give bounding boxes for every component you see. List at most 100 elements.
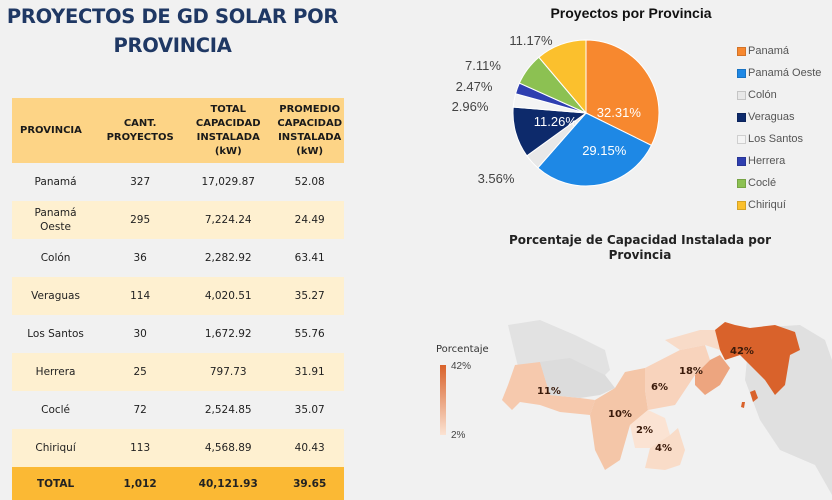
page-title-line-2: PROVINCIA xyxy=(113,34,232,57)
cell-promedio-capacidad: 40.43 xyxy=(275,429,344,467)
cell-provincia: Chiriquí xyxy=(12,429,100,467)
map-label-cocle: 6% xyxy=(651,382,668,393)
map-legend-title: Porcentaje xyxy=(436,344,489,355)
map-scale-min: 2% xyxy=(451,430,466,441)
header-promedio-capacidad: PROMEDIO CAPACIDAD INSTALADA (kW) xyxy=(275,98,344,163)
table-row: Veraguas 114 4,020.51 35.27 xyxy=(12,277,344,315)
region-los-santos xyxy=(645,428,685,470)
cell-promedio-capacidad: 52.08 xyxy=(275,163,344,201)
header-provincia: PROVINCIA xyxy=(12,98,100,163)
cell-cant-proyectos: 36 xyxy=(99,239,182,277)
region-herrera xyxy=(630,410,670,448)
legend-label: Veraguas xyxy=(748,111,795,123)
pie-data-label: 32.31% xyxy=(597,105,642,120)
legend-item: Chiriquí xyxy=(737,194,821,216)
pie-data-label: 11.26% xyxy=(534,114,578,129)
region-colon xyxy=(665,330,720,350)
cell-cant-proyectos: 114 xyxy=(99,277,182,315)
pie-data-label: 7.11% xyxy=(465,58,501,73)
cell-cant-proyectos: 295 xyxy=(99,201,182,239)
legend-label: Panamá xyxy=(748,45,789,57)
map-label-chiriqui: 11% xyxy=(537,386,561,397)
cell-total-capacidad: 4,568.89 xyxy=(181,429,276,467)
legend-label: Colón xyxy=(748,89,777,101)
cell-cant-proyectos: 72 xyxy=(99,391,182,429)
cell-promedio-capacidad: 35.27 xyxy=(275,277,344,315)
map-title: Porcentaje de Capacidad Instalada por Pr… xyxy=(508,233,771,262)
legend-item: Panamá Oeste xyxy=(737,62,821,84)
legend-item: Colón xyxy=(737,84,821,106)
region-chiriqui xyxy=(502,362,595,415)
map-label-los-santos: 4% xyxy=(655,443,672,454)
pie-legend: Panamá Panamá Oeste Colón Veraguas Los Santo… xyxy=(737,40,821,216)
cell-promedio-capacidad: 55.76 xyxy=(275,315,344,353)
header-cant-proyectos: CANT. PROYECTOS xyxy=(99,98,182,163)
region-panama-oeste xyxy=(695,355,730,395)
table-total-row: TOTAL 1,012 40,121.93 39.65 xyxy=(12,467,344,500)
pie-slice-chiriqu- xyxy=(538,39,587,115)
cell-provincia: Veraguas xyxy=(12,277,100,315)
legend-item: Coclé xyxy=(737,172,821,194)
legend-label: Panamá Oeste xyxy=(748,67,822,79)
legend-swatch xyxy=(737,156,746,166)
table-header-row: PROVINCIA CANT. PROYECTOS TOTAL CAPACIDAD I… xyxy=(12,98,344,163)
table-row: Colón 36 2,282.92 63.41 xyxy=(12,239,344,277)
cell-provincia: Colón xyxy=(12,239,100,277)
legend-swatch xyxy=(737,112,746,122)
map-label-veraguas: 10% xyxy=(608,409,632,420)
cell-provincia: Panamá Oeste xyxy=(12,201,100,239)
header-total-capacidad: TOTAL CAPACIDAD INSTALADA (kW) xyxy=(181,98,276,163)
cell-promedio-capacidad: 24.49 xyxy=(275,201,344,239)
region-bocas xyxy=(540,358,615,398)
map-scale-max: 42% xyxy=(451,361,472,372)
pie-data-label: 29.15% xyxy=(582,143,627,158)
cell-provincia: Los Santos xyxy=(12,315,100,353)
table-row: Coclé 72 2,524.85 35.07 xyxy=(12,391,344,429)
cell-total-capacidad: 7,224.24 xyxy=(181,201,276,239)
cell-total-capacidad: 797.73 xyxy=(181,353,276,391)
legend-item: Panamá xyxy=(737,40,821,62)
cell-total-capacidad: 2,282.92 xyxy=(181,239,276,277)
panama-choropleth-map: 42% 18% 11% 10% 6% 4% 2% xyxy=(502,320,832,495)
total-cell-cant-proyectos: 1,012 xyxy=(99,467,182,500)
legend-label: Coclé xyxy=(748,177,777,189)
cell-total-capacidad: 1,672.92 xyxy=(181,315,276,353)
cell-promedio-capacidad: 63.41 xyxy=(275,239,344,277)
pie-slice-panam-oeste xyxy=(537,112,653,187)
legend-item: Herrera xyxy=(737,150,821,172)
pie-chart: 32.31% 29.15% 3.56% 11.26% 2.96% 2.47% 7.11% 11… xyxy=(452,33,660,187)
legend-swatch xyxy=(737,90,746,100)
legend-label: Herrera xyxy=(748,155,786,167)
legend-item: Veraguas xyxy=(737,106,821,128)
legend-swatch xyxy=(737,46,746,56)
cell-cant-proyectos: 30 xyxy=(99,315,182,353)
cell-total-capacidad: 2,524.85 xyxy=(181,391,276,429)
total-cell-provincia: TOTAL xyxy=(12,467,100,500)
total-cell-total-capacidad: 40,121.93 xyxy=(181,467,276,500)
cell-provincia: Herrera xyxy=(12,353,100,391)
pie-data-label: 2.96% xyxy=(452,99,489,114)
legend-swatch xyxy=(737,68,746,78)
legend-item: Los Santos xyxy=(737,128,821,150)
region-veraguas xyxy=(590,368,648,470)
cell-total-capacidad: 4,020.51 xyxy=(181,277,276,315)
map-label-panama-oeste: 18% xyxy=(679,366,703,377)
map-label-panama: 42% xyxy=(730,346,754,357)
cell-cant-proyectos: 113 xyxy=(99,429,182,467)
table-row: Chiriquí 113 4,568.89 40.43 xyxy=(12,429,344,467)
region-panama xyxy=(715,322,800,395)
region-panama-islands xyxy=(741,390,758,408)
map-color-scale xyxy=(440,365,446,435)
legend-label: Chiriquí xyxy=(748,199,786,211)
pie-chart-title: Proyectos por Provincia xyxy=(550,5,712,21)
cell-cant-proyectos: 327 xyxy=(99,163,182,201)
cell-cant-proyectos: 25 xyxy=(99,353,182,391)
table-row: Panamá 327 17,029.87 52.08 xyxy=(12,163,344,201)
region-cocle xyxy=(645,345,710,410)
table-row: Herrera 25 797.73 31.91 xyxy=(12,353,344,391)
legend-swatch xyxy=(737,178,746,188)
pie-data-label: 3.56% xyxy=(478,171,515,186)
table-row: Panamá Oeste 295 7,224.24 24.49 xyxy=(12,201,344,239)
cell-provincia: Panamá xyxy=(12,163,100,201)
pie-slice-panam- xyxy=(585,39,660,147)
